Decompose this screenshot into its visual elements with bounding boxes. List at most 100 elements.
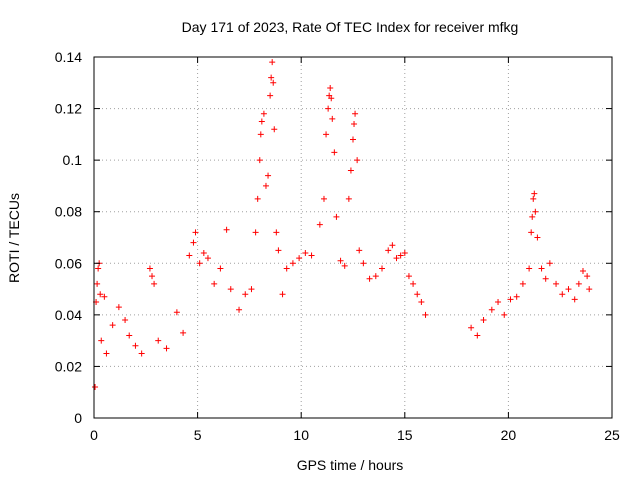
data-point xyxy=(546,260,553,267)
data-point xyxy=(575,280,582,287)
data-point xyxy=(227,286,234,293)
data-point xyxy=(252,229,259,236)
data-point xyxy=(410,280,417,287)
data-point xyxy=(331,149,338,156)
data-point xyxy=(132,342,139,349)
data-point xyxy=(258,118,265,125)
data-point xyxy=(356,247,363,254)
data-point xyxy=(267,92,274,99)
data-point xyxy=(95,265,102,272)
data-point xyxy=(468,324,475,331)
data-point xyxy=(366,275,373,282)
data-point xyxy=(345,195,352,202)
data-point xyxy=(530,195,537,202)
x-tick-label: 10 xyxy=(293,427,309,443)
axis-ticks xyxy=(93,56,613,419)
x-tick-labels: 0 5 10 15 20 25 xyxy=(90,427,620,443)
data-point xyxy=(269,59,276,66)
data-point xyxy=(146,265,153,272)
data-point xyxy=(273,229,280,236)
data-point xyxy=(372,273,379,280)
data-point xyxy=(211,280,218,287)
y-tick-label: 0.08 xyxy=(55,204,82,220)
data-point xyxy=(553,280,560,287)
data-point xyxy=(180,329,187,336)
data-point xyxy=(495,298,502,305)
data-point xyxy=(279,291,286,298)
data-point xyxy=(329,115,336,122)
data-point xyxy=(109,322,116,329)
data-point xyxy=(302,249,309,256)
data-point xyxy=(328,95,335,102)
data-point xyxy=(474,332,481,339)
data-point xyxy=(186,252,193,259)
data-point xyxy=(103,350,110,357)
x-tick-label: 5 xyxy=(194,427,202,443)
data-point xyxy=(289,260,296,267)
plot-frame xyxy=(93,56,613,419)
data-point xyxy=(532,208,539,215)
data-point xyxy=(101,293,108,300)
data-point xyxy=(270,79,277,86)
x-tick-label: 25 xyxy=(604,427,620,443)
data-point xyxy=(422,311,429,318)
data-point xyxy=(565,286,572,293)
data-point xyxy=(163,345,170,352)
x-tick-label: 0 xyxy=(90,427,98,443)
data-point xyxy=(98,337,105,344)
data-point xyxy=(268,74,275,81)
data-point xyxy=(526,265,533,272)
data-point xyxy=(196,260,203,267)
data-point xyxy=(507,296,514,303)
data-point xyxy=(126,332,133,339)
data-point xyxy=(347,167,354,174)
y-tick-label: 0.06 xyxy=(55,255,82,271)
data-point xyxy=(242,291,249,298)
data-point xyxy=(204,255,211,262)
data-point xyxy=(333,213,340,220)
data-point xyxy=(151,280,158,287)
data-point xyxy=(149,273,156,280)
data-point xyxy=(531,190,538,197)
y-tick-label: 0.02 xyxy=(55,358,82,374)
data-point xyxy=(401,249,408,256)
data-point xyxy=(327,84,334,91)
grid-lines xyxy=(94,57,612,418)
data-point xyxy=(385,247,392,254)
y-tick-label: 0.14 xyxy=(55,49,82,65)
data-point xyxy=(513,293,520,300)
data-point xyxy=(271,126,278,133)
data-point xyxy=(519,280,526,287)
data-point xyxy=(341,262,348,269)
x-tick-label: 15 xyxy=(397,427,413,443)
data-point xyxy=(360,260,367,267)
data-point xyxy=(379,265,386,272)
data-point xyxy=(260,110,267,117)
data-point xyxy=(296,255,303,262)
data-point xyxy=(97,291,104,298)
y-tick-label: 0.04 xyxy=(55,307,82,323)
data-point xyxy=(418,298,425,305)
data-point xyxy=(351,121,358,128)
data-point xyxy=(501,311,508,318)
data-point xyxy=(350,136,356,143)
data-point xyxy=(405,273,412,280)
data-point xyxy=(173,309,180,316)
data-point xyxy=(393,255,400,262)
data-point xyxy=(275,247,282,254)
data-point xyxy=(217,265,224,272)
data-point xyxy=(488,306,495,313)
y-tick-label: 0.12 xyxy=(55,101,82,117)
data-point xyxy=(254,195,261,202)
data-point xyxy=(155,337,162,344)
data-point xyxy=(538,265,545,272)
data-point xyxy=(265,172,272,179)
data-point xyxy=(316,221,323,228)
data-point xyxy=(257,131,264,138)
y-axis-label: ROTI / TECUs xyxy=(6,193,22,283)
data-point xyxy=(94,280,101,287)
data-point xyxy=(192,229,199,236)
y-tick-labels: 0 0.02 0.04 0.06 0.08 0.1 0.12 0.14 xyxy=(55,49,82,426)
data-point xyxy=(138,350,145,357)
